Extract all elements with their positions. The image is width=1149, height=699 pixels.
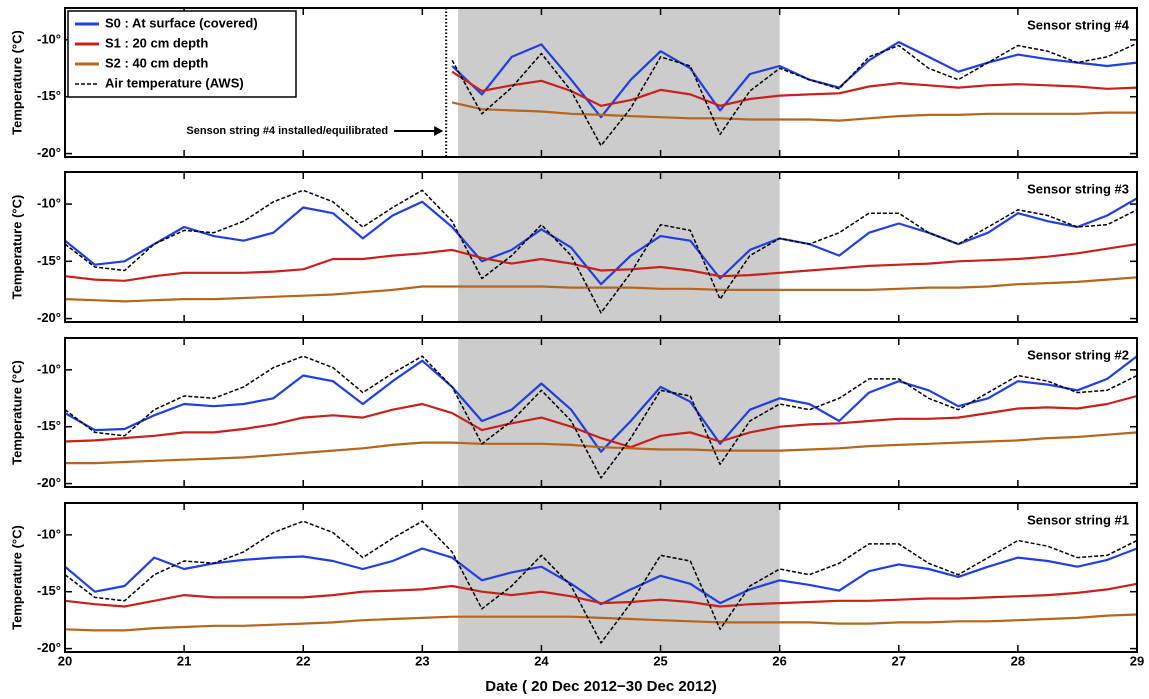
x-tick-label: 24 <box>534 653 549 668</box>
series-line <box>64 520 1138 644</box>
x-tick-label: 27 <box>892 653 906 668</box>
y-tick-label: -20° <box>37 640 61 655</box>
x-tick-label: 28 <box>1011 653 1025 668</box>
series-line <box>65 431 1138 465</box>
series-line <box>64 355 1138 453</box>
series-line <box>451 42 1138 147</box>
y-tick-label: -20° <box>37 310 61 325</box>
y-tick-label: -15° <box>37 253 61 268</box>
legend-box <box>67 10 297 98</box>
y-tick-label: -20° <box>37 145 61 160</box>
y-tick-label: -10° <box>37 31 61 46</box>
y-tick-label: -15° <box>37 418 61 433</box>
y-tick-label: -20° <box>37 475 61 490</box>
x-axis-label: Date ( 20 Dec 2012−30 Dec 2012) <box>485 678 716 695</box>
series-line <box>64 197 1138 286</box>
legend-label: S1 : 20 cm depth <box>105 35 208 50</box>
panel-title: Sensor string #2 <box>1027 347 1129 362</box>
y-axis-label: Temperature (°C) <box>9 525 24 630</box>
series-line <box>64 189 1138 314</box>
series-line <box>64 394 1138 449</box>
series-line <box>451 70 1138 107</box>
plot-frame <box>64 171 1138 323</box>
series-line <box>64 276 1138 303</box>
x-tick-label: 29 <box>1130 653 1144 668</box>
series-line <box>64 243 1138 282</box>
shaded-period <box>458 172 780 322</box>
legend-label: S2 : 40 cm depth <box>105 55 208 70</box>
x-tick-label: 25 <box>653 653 667 668</box>
y-axis-label: Temperature (°C) <box>9 360 24 465</box>
legend-label: Air temperature (AWS) <box>105 75 244 90</box>
plot-frame <box>64 502 1138 653</box>
y-tick-label: -10° <box>37 526 61 541</box>
panel-title: Sensor string #3 <box>1027 181 1129 196</box>
annotation-text: Senson string #4 installed/equilibrated <box>186 125 388 137</box>
plot-frame <box>64 7 1138 158</box>
annotation-arrowhead <box>434 126 444 136</box>
legend-label: S0 : At surface (covered) <box>105 15 258 30</box>
series-line <box>451 101 1137 122</box>
panel-title: Sensor string #4 <box>1027 17 1130 32</box>
x-tick-label: 26 <box>772 653 786 668</box>
series-line <box>64 547 1138 606</box>
shaded-period <box>458 503 780 652</box>
y-tick-label: -15° <box>37 88 61 103</box>
x-tick-label: 20 <box>58 653 72 668</box>
series-line <box>64 613 1138 632</box>
y-tick-label: -10° <box>37 361 61 376</box>
y-axis-label: Temperature (°C) <box>9 195 24 300</box>
series-line <box>64 582 1138 608</box>
x-tick-label: 22 <box>296 653 310 668</box>
x-tick-label: 23 <box>415 653 429 668</box>
series-line <box>64 355 1138 479</box>
shaded-period <box>458 8 780 157</box>
y-tick-label: -15° <box>37 583 61 598</box>
series-line <box>451 41 1138 119</box>
shaded-period <box>458 338 780 487</box>
y-tick-label: -10° <box>37 195 61 210</box>
x-tick-label: 21 <box>177 653 191 668</box>
y-axis-label: Temperature (°C) <box>9 30 24 135</box>
plot-frame <box>64 337 1138 488</box>
panel-title: Sensor string #1 <box>1027 512 1129 527</box>
